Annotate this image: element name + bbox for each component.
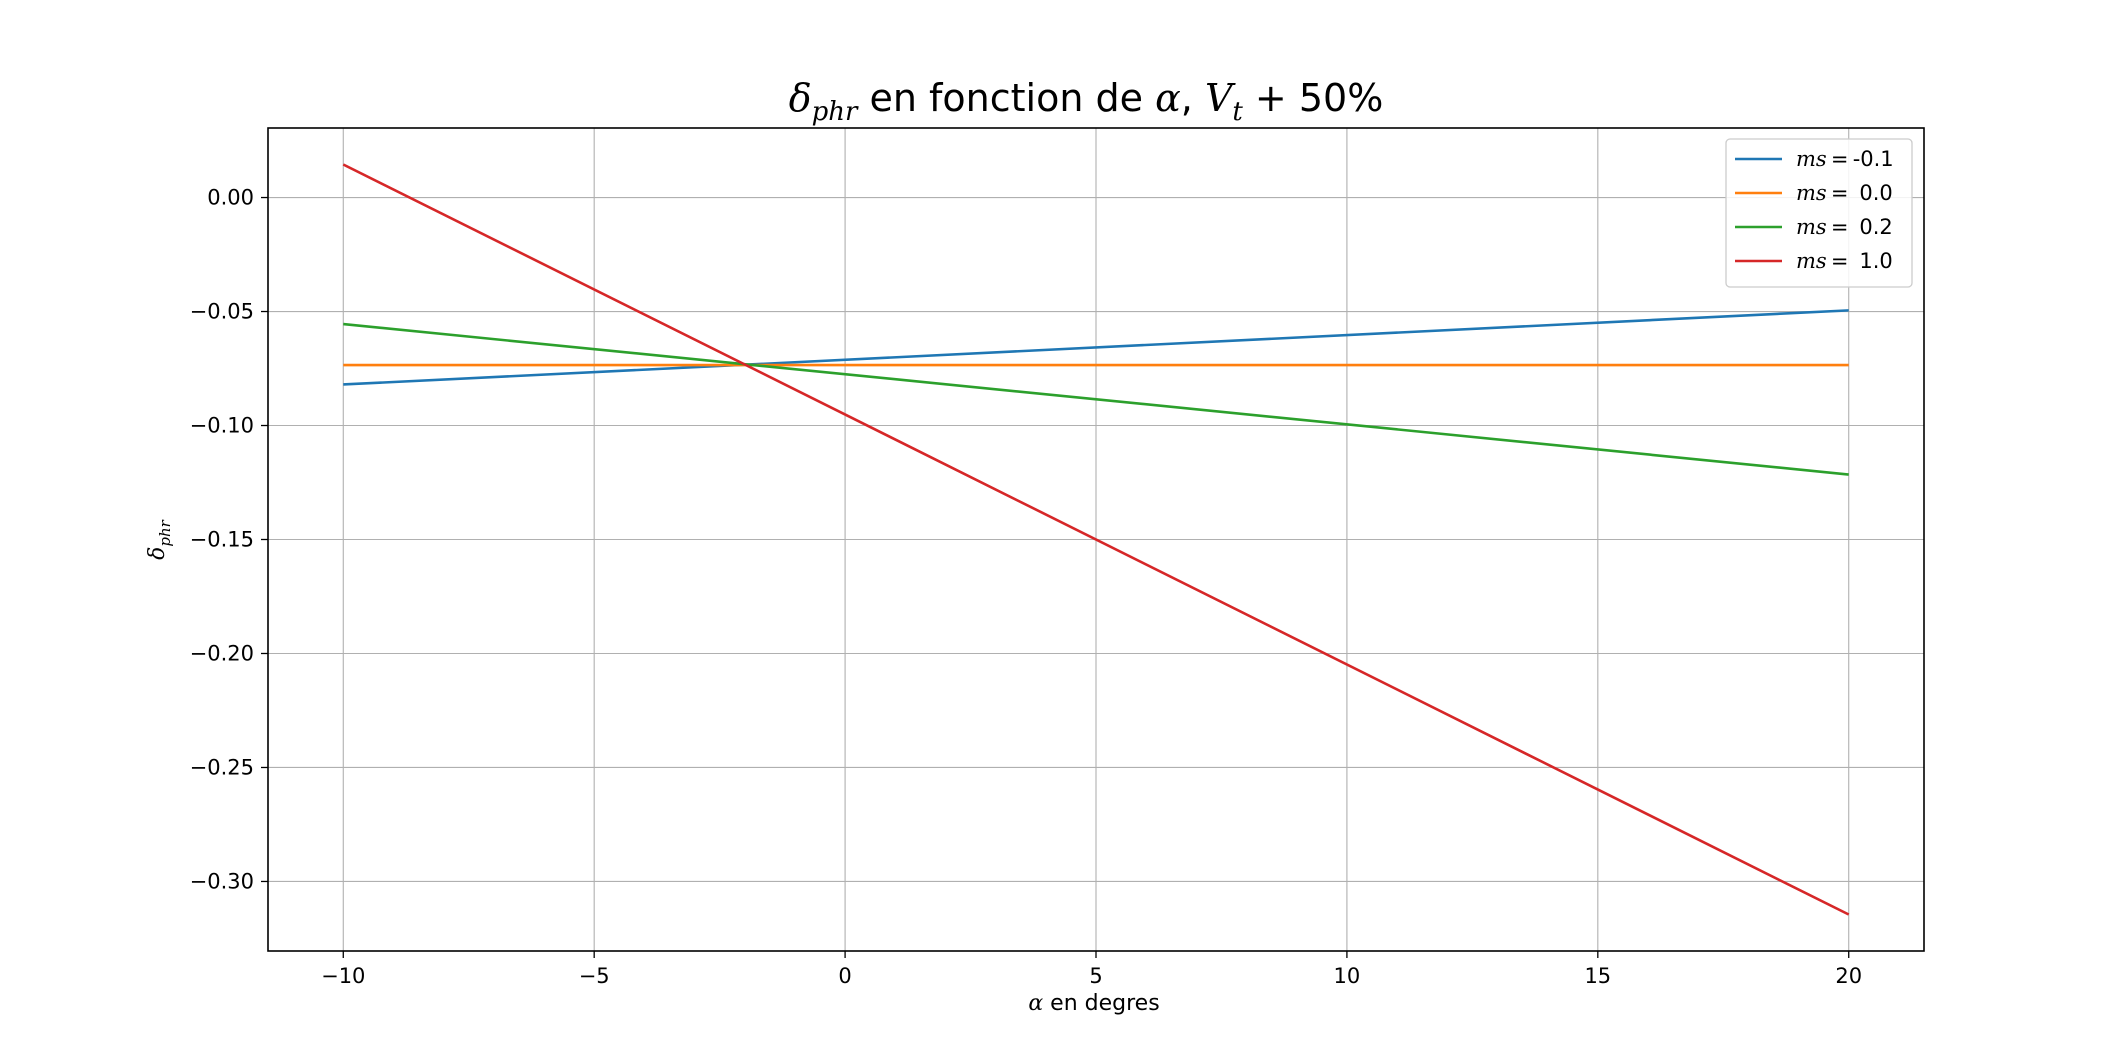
x-axis-ticks: −10 −5 0 5 10 15 20 — [321, 951, 1862, 988]
x-tick-label: −5 — [579, 964, 610, 988]
legend-box — [1725, 138, 1913, 288]
x-tick-label: −10 — [321, 964, 365, 988]
chart-title: δphr en fonction de α, Vt + 50% — [789, 76, 1384, 127]
legend-label: ms = 0.0 — [1796, 181, 1893, 205]
y-axis-label: δphr — [145, 519, 174, 560]
series-line-ms-0.2 — [343, 322, 1849, 476]
legend-label: ms = 0.2 — [1796, 215, 1893, 239]
y-tick-label: 0.00 — [207, 186, 254, 210]
y-tick-label: −0.10 — [190, 414, 254, 438]
y-tick-label: −0.15 — [190, 528, 254, 552]
x-tick-label: 0 — [838, 964, 851, 988]
series-line-ms--0.1 — [343, 309, 1849, 386]
y-tick-label: −0.25 — [190, 755, 254, 779]
legend-label: ms = 1.0 — [1796, 249, 1893, 273]
x-tick-label: 5 — [1089, 964, 1102, 988]
series-lines — [342, 163, 1850, 916]
y-axis-ticks: 0.00 −0.05 −0.10 −0.15 −0.20 −0.25 −0.30 — [190, 186, 268, 893]
x-tick-label: 20 — [1835, 964, 1862, 988]
x-axis-label: α en degres — [1028, 991, 1159, 1016]
legend: ms = -0.1 ms = 0.0 ms = 0.2 ms = 1.0 — [1725, 138, 1913, 288]
series-line-ms-1.0 — [342, 163, 1850, 916]
y-tick-label: −0.05 — [190, 300, 254, 324]
x-tick-label: 10 — [1334, 964, 1361, 988]
x-tick-label: 15 — [1584, 964, 1611, 988]
y-tick-label: −0.20 — [190, 641, 254, 665]
y-tick-label: −0.30 — [190, 869, 254, 893]
legend-label: ms = -0.1 — [1796, 147, 1894, 171]
